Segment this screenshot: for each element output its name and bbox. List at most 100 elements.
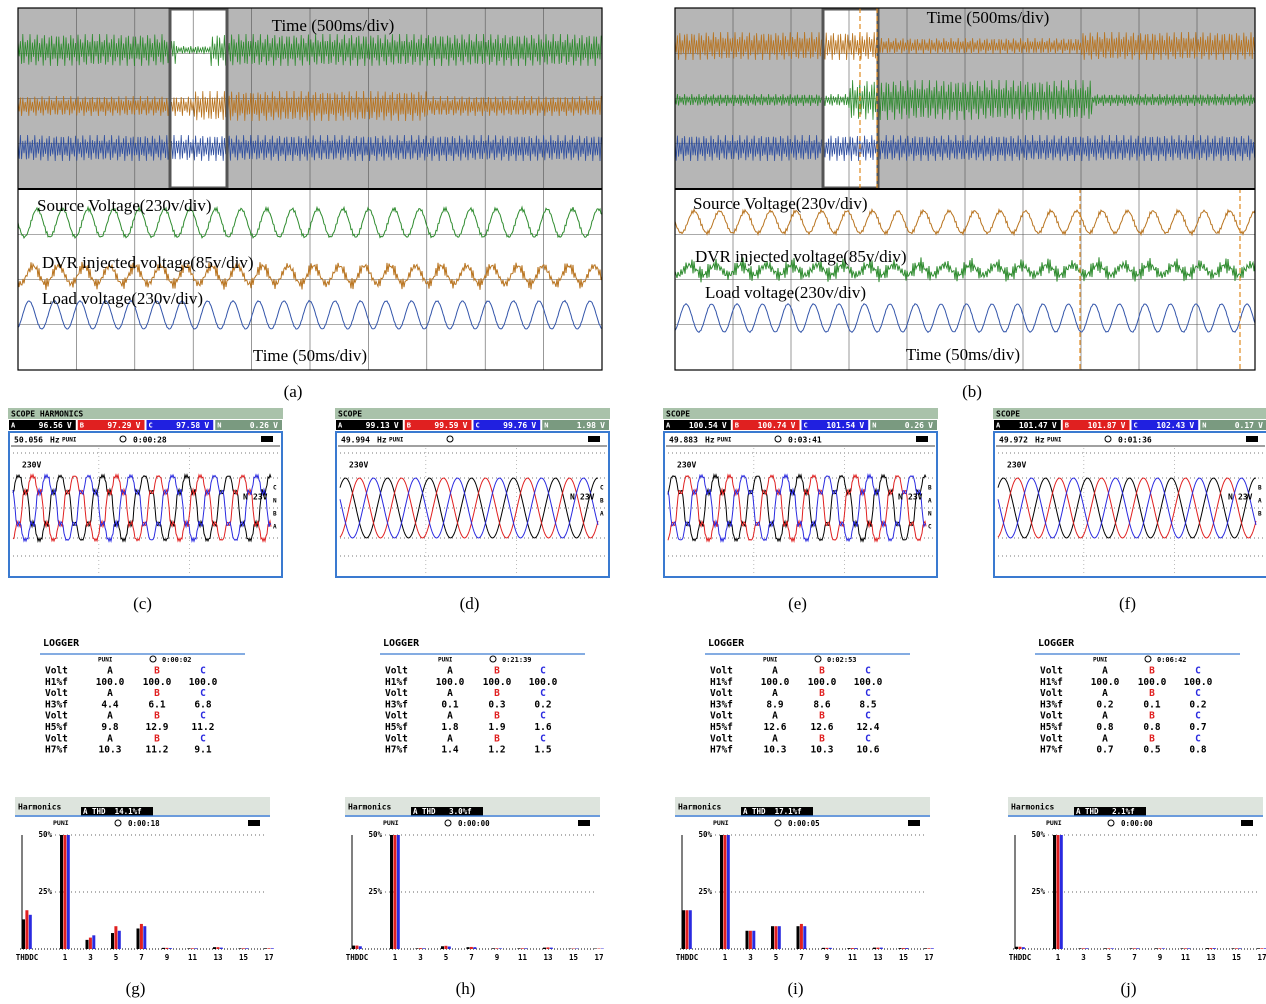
x-tick-label: 15 [569, 953, 578, 962]
time: 0:00:00 [1121, 819, 1153, 828]
channel-unit: V [722, 421, 727, 430]
logger-cell: H3%f [385, 699, 408, 710]
trace-label: B [273, 511, 277, 518]
channel-unit: V [394, 421, 399, 430]
caption: (a) [284, 382, 303, 401]
logger-cell: A [1102, 688, 1108, 699]
logger-cell: A [447, 733, 453, 744]
logger-cell: 0.8 [1096, 722, 1113, 733]
x-tick-label: THDDC [676, 953, 699, 962]
logger-cell: 100.0 [529, 677, 558, 688]
bar [1107, 948, 1110, 949]
logger-cell: B [154, 688, 160, 699]
logger-cell: Volt [710, 666, 733, 677]
logger-cell: 1.9 [488, 722, 505, 733]
logger-cell: 8.6 [813, 699, 830, 710]
logger-cell: B [1149, 733, 1155, 744]
logger-cell: H3%f [1040, 699, 1063, 710]
channel-value: 0.26 [905, 421, 924, 430]
freq-unit: Hz [1035, 436, 1045, 445]
logger-cell: 100.0 [1184, 677, 1213, 688]
figure: Time (500ms/div)Source Voltage(230v/div)… [0, 0, 1266, 1004]
channel-name: N [544, 422, 548, 430]
logger-cell: 1.5 [534, 745, 551, 756]
logger-cell: 0.2 [1096, 699, 1113, 710]
x-tick-label: 1 [1056, 953, 1061, 962]
clock-icon [815, 656, 821, 662]
thd: A THD 3.0%f [413, 807, 472, 816]
bar [92, 935, 95, 949]
logger-cell: H1%f [1040, 677, 1063, 688]
logger-cell: Volt [385, 688, 408, 699]
neutral: N [570, 493, 575, 502]
channel-unit: V [204, 421, 209, 430]
bar [727, 835, 730, 949]
logger-cell: 10.3 [99, 745, 122, 756]
bar [137, 928, 140, 949]
trace-label: DVR injected voltage(85v/div) [42, 253, 254, 272]
channel-unit: V [136, 421, 141, 430]
title-bar [663, 408, 938, 419]
logger-cell: Volt [1040, 733, 1063, 744]
bar [1015, 947, 1018, 949]
logger-cell: C [200, 733, 206, 744]
x-tick-label: 5 [114, 953, 119, 962]
bar [1018, 947, 1021, 949]
x-tick-label: 15 [1232, 953, 1241, 962]
logger-cell: H3%f [710, 699, 733, 710]
channel-value: 100.54 [689, 421, 718, 430]
x-tick-label: 13 [873, 953, 883, 962]
x-tick-label: 11 [188, 953, 198, 962]
logger-cell: 0.8 [1143, 722, 1160, 733]
logger-cell: B [819, 666, 825, 677]
time-label: Time (50ms/div) [906, 345, 1020, 364]
y-tick-label: 50% [698, 830, 712, 839]
x-tick-label: 1 [393, 953, 398, 962]
logger-cell: C [200, 688, 206, 699]
logger-cell: A [447, 688, 453, 699]
bar [720, 835, 723, 949]
logger-cell: 0.2 [1189, 699, 1206, 710]
logger-cell: 100.0 [854, 677, 883, 688]
logger-cell: H7%f [1040, 745, 1063, 756]
x-tick-label: 13 [543, 953, 553, 962]
x-tick-label: 15 [899, 953, 908, 962]
logger-cell: A [772, 711, 778, 722]
trace-label: A [273, 524, 277, 531]
logger-cell: H7%f [45, 745, 68, 756]
freq-unit: Hz [705, 436, 715, 445]
neutral-range: 23V [908, 493, 923, 502]
thd: A THD 2.1%f [1076, 807, 1135, 816]
channel-box [542, 420, 609, 430]
logger-cell: B [819, 733, 825, 744]
trace-label: N [273, 498, 277, 505]
freq-unit: Hz [50, 436, 60, 445]
x-tick-label: 17 [924, 953, 933, 962]
bar [264, 948, 267, 949]
bar [803, 926, 806, 949]
logger-cell: C [200, 666, 206, 677]
logger-cell: H1%f [45, 677, 68, 688]
logger-cell: 0.5 [1143, 745, 1160, 756]
logger-cell: H1%f [710, 677, 733, 688]
bar [848, 948, 851, 949]
mode: PUNI [389, 437, 404, 444]
logger-cell: Volt [710, 688, 733, 699]
battery-icon [908, 820, 920, 826]
bar [1162, 948, 1165, 949]
channel-value: 102.43 [1156, 421, 1185, 430]
logger-cell: B [494, 733, 500, 744]
bar [220, 948, 223, 949]
logger-cell: H5%f [710, 722, 733, 733]
caption: (j) [1120, 979, 1136, 998]
logger-cell: 0.8 [1189, 745, 1206, 756]
channel-value: 1.98 [577, 421, 596, 430]
channel-name: B [407, 422, 411, 430]
battery-icon [1241, 820, 1253, 826]
time-label: Time (500ms/div) [927, 8, 1050, 27]
x-tick-label: 7 [799, 953, 804, 962]
logger-cell: 11.2 [192, 722, 215, 733]
time: 0:21:39 [502, 656, 532, 664]
logger-cell: Volt [385, 666, 408, 677]
bar [63, 835, 66, 949]
